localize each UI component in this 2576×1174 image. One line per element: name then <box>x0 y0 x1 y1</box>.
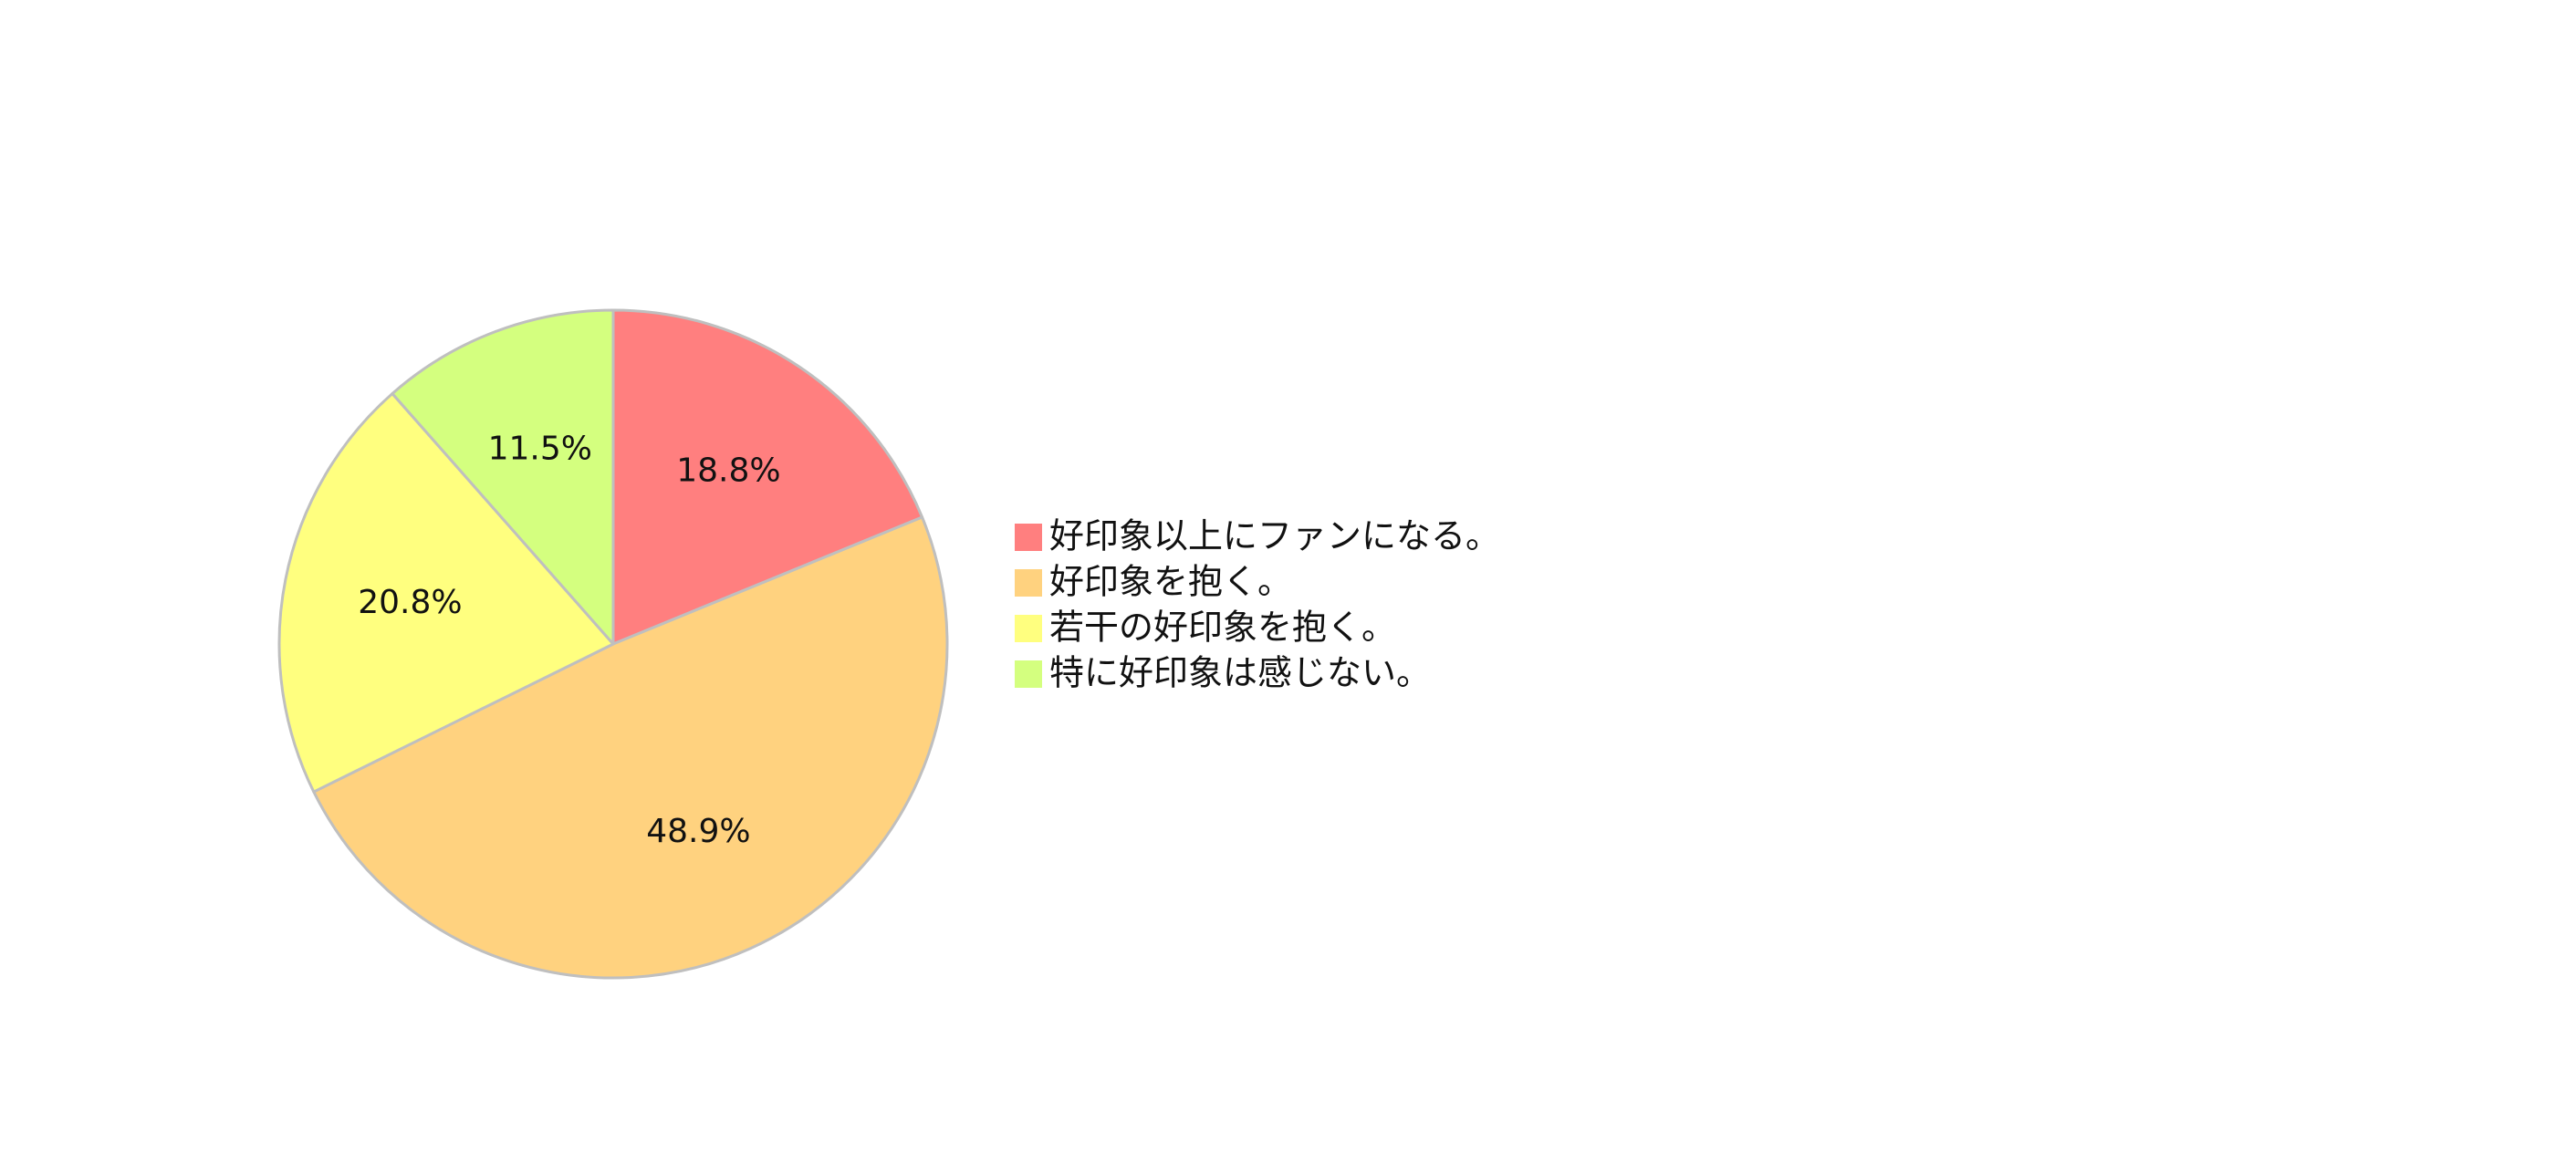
legend-swatch <box>1015 524 1042 551</box>
pie-slice-3 <box>277 391 615 794</box>
legend-swatch <box>1015 615 1042 642</box>
pie-slice-2 <box>312 515 949 980</box>
legend-label: 特に好印象は感じない。 <box>1049 653 1431 693</box>
legend-label: 好印象を抱く。 <box>1049 562 1292 602</box>
slice-value-label: 20.8% <box>358 584 462 621</box>
legend-swatch <box>1015 569 1042 597</box>
legend-swatch <box>1015 660 1042 688</box>
slice-value-label: 18.8% <box>676 452 780 490</box>
slice-value-label: 11.5% <box>488 431 592 468</box>
legend: 好印象以上にファンになる。好印象を抱く。若干の好印象を抱く。特に好印象は感じない… <box>1015 516 1500 693</box>
pie-slice-1 <box>611 308 924 646</box>
pie-slice-4 <box>391 308 615 646</box>
slice-value-label: 48.9% <box>646 813 750 850</box>
pie-slice-labels: 18.8% 48.9% 20.8% 11.5% <box>358 431 780 850</box>
legend-label: 好印象以上にファンになる。 <box>1049 516 1500 556</box>
legend-label: 若干の好印象を抱く。 <box>1049 608 1396 648</box>
pie-slices <box>277 308 949 980</box>
